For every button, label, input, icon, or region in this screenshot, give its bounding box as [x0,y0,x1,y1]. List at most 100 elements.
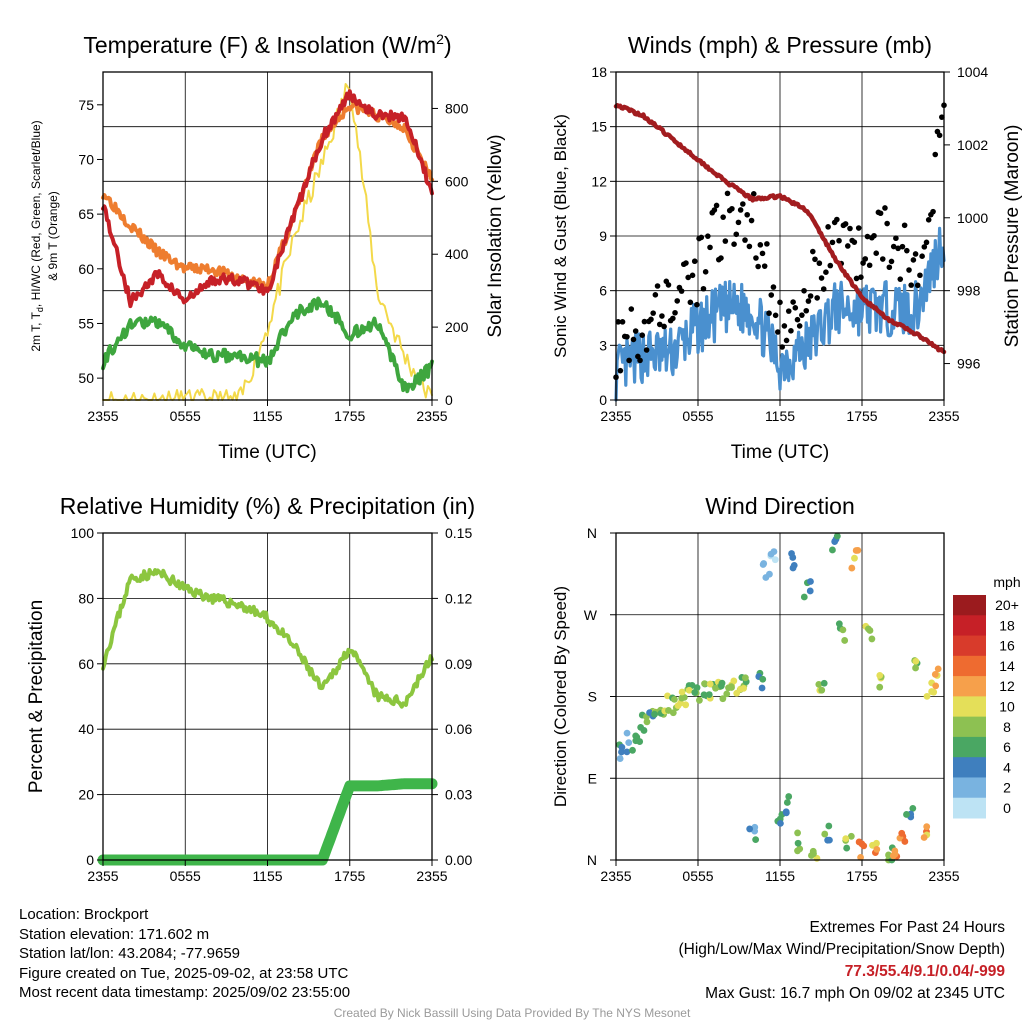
y-tick-label: 60 [78,261,94,277]
colorbar: 20+ 18 16 14 12 10 8 6 4 2 0 mph [953,574,1021,819]
y2-tick-label: 0.15 [445,525,472,541]
x-axis: 2355 0555 1155 1755 2355 Time (UTC) [600,400,960,463]
x-tick-label: 1755 [334,868,365,884]
direction-point [873,845,881,853]
direction-point [616,755,624,762]
colorbar-swatch [953,595,986,616]
winds-panel: 2355 0555 1155 1755 2355 Time (UTC) 0 3 6 9 12 15 18… [551,32,1023,463]
direction-point [835,620,843,628]
gust-point [742,237,748,243]
y-tick-label: 0 [599,392,607,408]
direction-point [723,690,731,698]
gust-point [882,205,888,211]
gust-point [906,267,912,273]
y-axis-right: 0.00 0.03 0.06 0.09 0.12 0.15 [432,525,472,868]
gust-point [639,332,646,338]
x-tick-label: 2355 [600,868,631,884]
gust-point [661,323,667,330]
direction-point [912,657,920,665]
colorbar-label: 16 [999,638,1015,654]
direction-point [852,547,860,554]
direction-point [759,675,767,683]
y-tick-label: 55 [78,315,94,331]
x-tick-label: 2355 [87,408,118,424]
series-gust [613,102,947,381]
gust-point [672,309,678,316]
series-station-pressure [613,103,947,355]
gust-point [735,219,742,226]
gust-point [775,329,781,335]
gust-point [665,282,672,288]
direction-point [733,689,741,697]
gust-point [659,313,665,319]
y-tick-label: 60 [78,656,94,672]
direction-point [876,672,884,679]
gust-point [864,233,871,240]
direction-point [771,556,779,564]
direction-point [891,847,899,855]
direction-point [857,853,864,861]
direction-point [740,684,748,692]
direction-point [623,729,631,737]
x-tick-label: 1755 [846,408,877,424]
colorbar-label: 8 [1003,719,1011,735]
y-axis-left: 0 20 40 60 80 100 [71,525,103,868]
direction-point [824,836,832,844]
direction-point [678,688,686,696]
y-axis-label-left: Direction (Colored By Speed) [551,586,570,807]
direction-point [789,564,797,572]
max-gust-text: Max Gust: 16.7 mph On 09/02 at 2345 UTC [705,985,1005,1002]
gust-point [691,258,698,265]
temperature-panel: 2355 0555 1155 1755 2355 Time (UTC) 50 55 60 65 70… [29,31,506,463]
gust-point [799,312,805,318]
x-tick-label: 2355 [600,408,631,424]
gust-point [829,239,836,246]
direction-point [848,564,856,572]
direction-point [800,593,808,601]
x-axis: 2355 0555 1155 1755 2355 [87,860,448,884]
direction-point [643,718,651,726]
gust-point [670,315,676,322]
gust-point [862,256,869,262]
y-tick-label: S [588,689,597,705]
gust-point [705,233,711,239]
direction-point [794,829,801,837]
direction-point [746,825,754,833]
gust-point [740,201,746,207]
x-tick-label: 1155 [765,408,795,424]
direction-point [770,548,778,555]
gust-point [796,323,803,329]
direction-point [712,684,719,692]
y-tick-label: 15 [591,119,607,135]
gust-point [753,255,759,261]
y-axis-label-right: Station Pressure (Maroon) [1002,125,1023,348]
y2-tick-label: 996 [957,356,981,372]
gust-point [917,272,923,279]
location-text: Location: Brockport [19,906,149,923]
y2-tick-label: 800 [445,100,469,116]
colorbar-swatch [953,757,986,778]
gust-point [897,276,904,282]
extremes-values: 77.3/55.4/9.1/0.04/-999 [844,963,1005,980]
y2-tick-label: 1004 [957,64,988,80]
y-axis-label-left: 2m T, Td, HI/WC (Red, Green, Scarlet/Blu… [29,120,45,351]
gust-point [785,308,792,314]
gust-point [781,323,788,329]
elevation-text: Station elevation: 171.602 m [19,925,210,943]
gust-point [772,312,779,319]
direction-point [807,578,814,585]
direction-point [618,743,626,751]
direction-point [829,546,836,554]
x-tick-label: 0555 [170,868,201,884]
direction-point [923,823,931,831]
gust-point [853,275,860,282]
y-tick-label: N [587,852,597,868]
y2-tick-label: 0.12 [445,590,472,606]
direction-point [718,679,726,687]
extremes-keys: (High/Low/Max Wind/Precipitation/Snow De… [678,941,1006,958]
colorbar-swatch [953,635,986,657]
x-tick-label: 0555 [682,868,713,884]
colorbar-label: 6 [1003,739,1011,755]
colorbar-swatch [953,676,986,697]
gust-point [619,319,626,325]
